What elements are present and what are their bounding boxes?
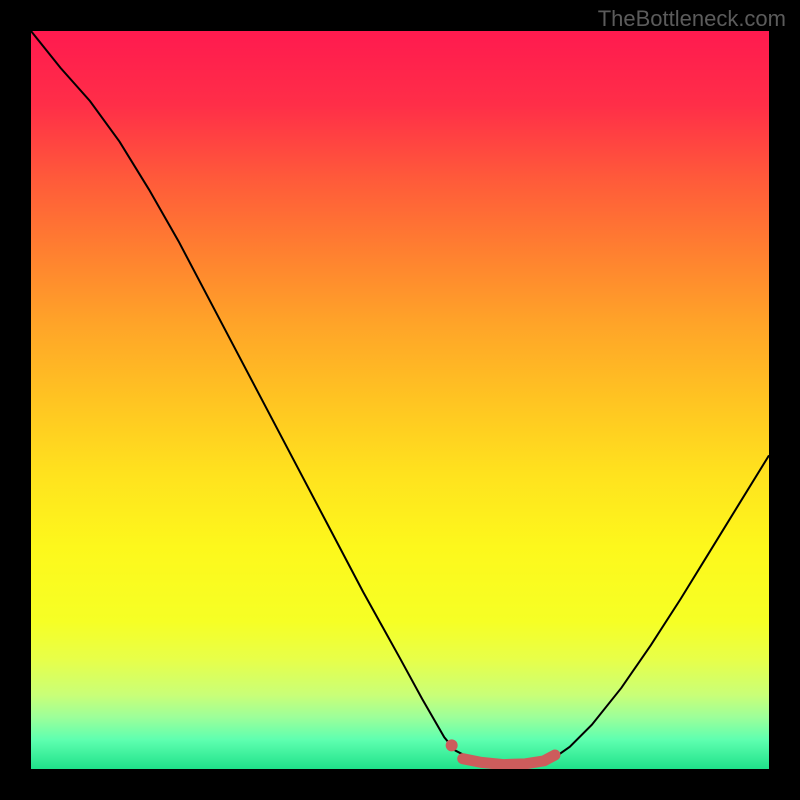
watermark-text: TheBottleneck.com bbox=[598, 6, 786, 32]
optimal-range-marker bbox=[31, 31, 769, 769]
bottleneck-chart bbox=[31, 31, 769, 769]
